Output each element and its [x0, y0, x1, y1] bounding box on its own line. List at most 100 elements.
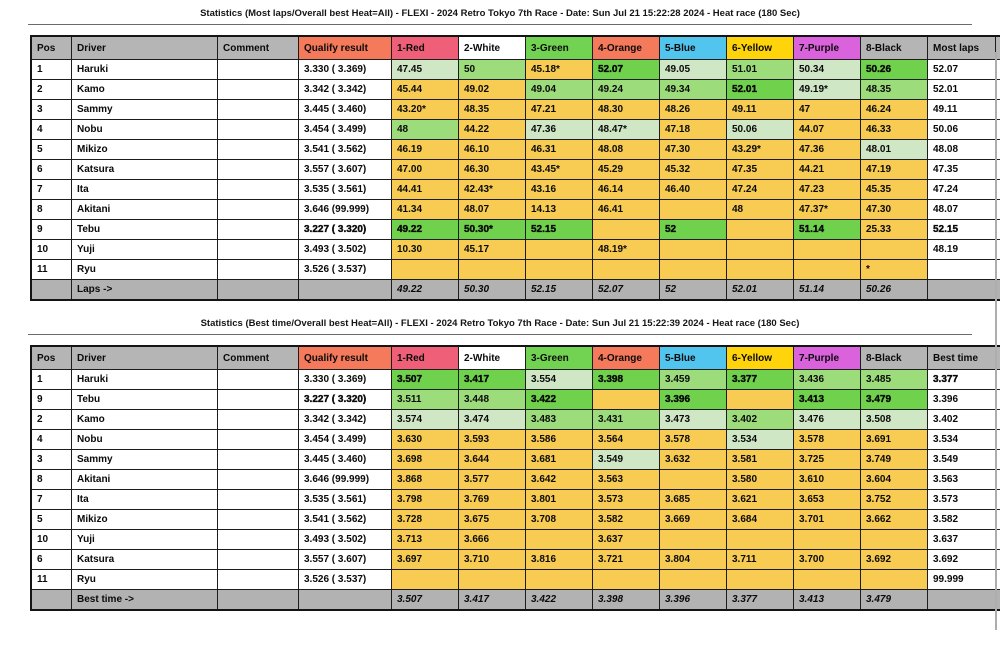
heat-result-cell-8-black: 3.485 [860, 369, 928, 390]
heat-result-cell-2-white: 46.10 [458, 139, 526, 160]
heat-result-cell-2-white [458, 259, 526, 280]
footer-best-cell-5-blue: 52 [659, 279, 727, 301]
result-cell: 3.637 [927, 529, 996, 550]
qualify-cell: 3.454 ( 3.499) [298, 119, 392, 140]
qualify-cell: 3.493 ( 3.502) [298, 529, 392, 550]
heat-result-cell-1-red: 3.698 [391, 449, 459, 470]
pos-cell: 6 [30, 159, 72, 180]
most-laps-table: Pos Driver Comment Qualify result 1-Red 2-Whi… [30, 35, 1000, 301]
heat-result-cell-6-yellow: 47.35 [726, 159, 794, 180]
col-header-heat-4-orange: 4-Orange [592, 345, 660, 370]
col-header-qualify: Qualify result [298, 35, 392, 60]
heat-result-cell-2-white: 3.769 [458, 489, 526, 510]
driver-cell: Ita [71, 489, 218, 510]
driver-row-ita: 7 Ita 3.535 ( 3.561) 44.41 42.43* 43.16 46.14 4… [30, 179, 1000, 200]
heat-result-cell-4-orange [592, 569, 660, 590]
driver-cell: Kamo [71, 409, 218, 430]
heat-result-cell-8-black: 3.662 [860, 509, 928, 530]
heat-result-cell-6-yellow: 49.11 [726, 99, 794, 120]
heat-result-cell-2-white: 3.417 [458, 369, 526, 390]
result-cell: 50.06 [927, 119, 996, 140]
heat-result-cell-1-red [391, 569, 459, 590]
heat-result-cell-2-white: 3.474 [458, 409, 526, 430]
driver-row-yuji: 10 Yuji 3.493 ( 3.502) 3.713 3.666 3.637 3.637… [30, 529, 1000, 550]
col-header-heat-7-purple: 7-Purple [793, 35, 861, 60]
heat-result-cell-7-purple: 49.19* [793, 79, 861, 100]
driver-row-sammy: 3 Sammy 3.445 ( 3.460) 3.698 3.644 3.681 3.549… [30, 449, 1000, 470]
heat-result-cell-5-blue: 3.685 [659, 489, 727, 510]
comment-cell [217, 139, 299, 160]
heat-result-cell-2-white: 44.22 [458, 119, 526, 140]
heat-result-cell-3-green: 52.15 [525, 219, 593, 240]
heat-result-cell-3-green: 46.31 [525, 139, 593, 160]
footer-result-cell [927, 589, 996, 611]
result-cell: 99.999 [927, 569, 996, 590]
footer-best-cell-1-red: 49.22 [391, 279, 459, 301]
heat-result-cell-3-green: 14.13 [525, 199, 593, 220]
driver-row-katsura: 6 Katsura 3.557 ( 3.607) 3.697 3.710 3.816 3.7… [30, 549, 1000, 570]
heat-result-cell-3-green: 3.586 [525, 429, 593, 450]
footer-label-cell: Laps -> [71, 279, 218, 301]
heat-result-cell-4-orange: 3.431 [592, 409, 660, 430]
driver-row-katsura: 6 Katsura 3.557 ( 3.607) 47.00 46.30 43.45* 45… [30, 159, 1000, 180]
heat-result-cell-4-orange: 48.30 [592, 99, 660, 120]
heat-result-cell-7-purple: 3.725 [793, 449, 861, 470]
heat-result-cell-4-orange [592, 259, 660, 280]
qualify-cell: 3.557 ( 3.607) [298, 549, 392, 570]
footer-qualify-cell [298, 589, 392, 611]
heat-result-cell-3-green [525, 529, 593, 550]
result-cell [927, 259, 996, 280]
heat-result-cell-5-blue: 3.459 [659, 369, 727, 390]
heat-result-cell-3-green: 3.554 [525, 369, 593, 390]
driver-cell: Akitani [71, 469, 218, 490]
heat-result-cell-2-white: 3.577 [458, 469, 526, 490]
heat-result-cell-8-black: 3.749 [860, 449, 928, 470]
result-cell: 3.582 [927, 509, 996, 530]
heat-result-cell-6-yellow: 51.01 [726, 59, 794, 80]
driver-cell: Yuji [71, 529, 218, 550]
pos-cell: 2 [30, 79, 72, 100]
driver-row-yuji: 10 Yuji 3.493 ( 3.502) 10.30 45.17 48.19* 48.1… [30, 239, 1000, 260]
footer-best-cell-7-purple: 3.413 [793, 589, 861, 611]
title-rule [28, 334, 972, 335]
qualify-cell: 3.342 ( 3.342) [298, 409, 392, 430]
comment-cell [217, 389, 299, 410]
pos-cell: 9 [30, 389, 72, 410]
heat-result-cell-5-blue: 3.473 [659, 409, 727, 430]
driver-row-nobu: 4 Nobu 3.454 ( 3.499) 3.630 3.593 3.586 3.564 3… [30, 429, 1000, 450]
footer-pos-cell [30, 279, 72, 301]
column-best-row: Laps -> 49.22 50.30 52.15 52.07 52 52.01 51.14 5… [30, 279, 1000, 301]
qualify-cell: 3.445 ( 3.460) [298, 99, 392, 120]
heat-result-cell-1-red: 49.22 [391, 219, 459, 240]
heat-result-cell-8-black [860, 569, 928, 590]
heat-result-cell-8-black: 46.24 [860, 99, 928, 120]
footer-best-cell-3-green: 52.15 [525, 279, 593, 301]
qualify-cell: 3.493 ( 3.502) [298, 239, 392, 260]
col-header-heat-3-green: 3-Green [525, 35, 593, 60]
driver-cell: Tebu [71, 219, 218, 240]
heat-result-cell-1-red: 45.44 [391, 79, 459, 100]
heat-result-cell-3-green: 49.04 [525, 79, 593, 100]
comment-cell [217, 239, 299, 260]
heat-result-cell-1-red: 3.511 [391, 389, 459, 410]
footer-label-cell: Best time -> [71, 589, 218, 611]
heat-result-cell-6-yellow: 3.581 [726, 449, 794, 470]
heat-result-cell-4-orange: 3.564 [592, 429, 660, 450]
pos-cell: 7 [30, 489, 72, 510]
qualify-cell: 3.557 ( 3.607) [298, 159, 392, 180]
heat-result-cell-3-green: 47.21 [525, 99, 593, 120]
qualify-cell: 3.535 ( 3.561) [298, 489, 392, 510]
pos-cell: 7 [30, 179, 72, 200]
heat-result-cell-6-yellow: 3.534 [726, 429, 794, 450]
heat-result-cell-6-yellow [726, 389, 794, 410]
heat-result-cell-3-green: 3.816 [525, 549, 593, 570]
qualify-cell: 3.342 ( 3.342) [298, 79, 392, 100]
heat-result-cell-5-blue [659, 569, 727, 590]
qualify-cell: 3.227 ( 3.320) [298, 389, 392, 410]
heat-result-cell-7-purple [793, 239, 861, 260]
footer-best-cell-2-white: 3.417 [458, 589, 526, 611]
driver-cell: Mikizo [71, 509, 218, 530]
heat-result-cell-1-red: 3.868 [391, 469, 459, 490]
driver-row-akitani: 8 Akitani 3.646 (99.999) 3.868 3.577 3.642 3.5… [30, 469, 1000, 490]
heat-result-cell-8-black: 3.752 [860, 489, 928, 510]
